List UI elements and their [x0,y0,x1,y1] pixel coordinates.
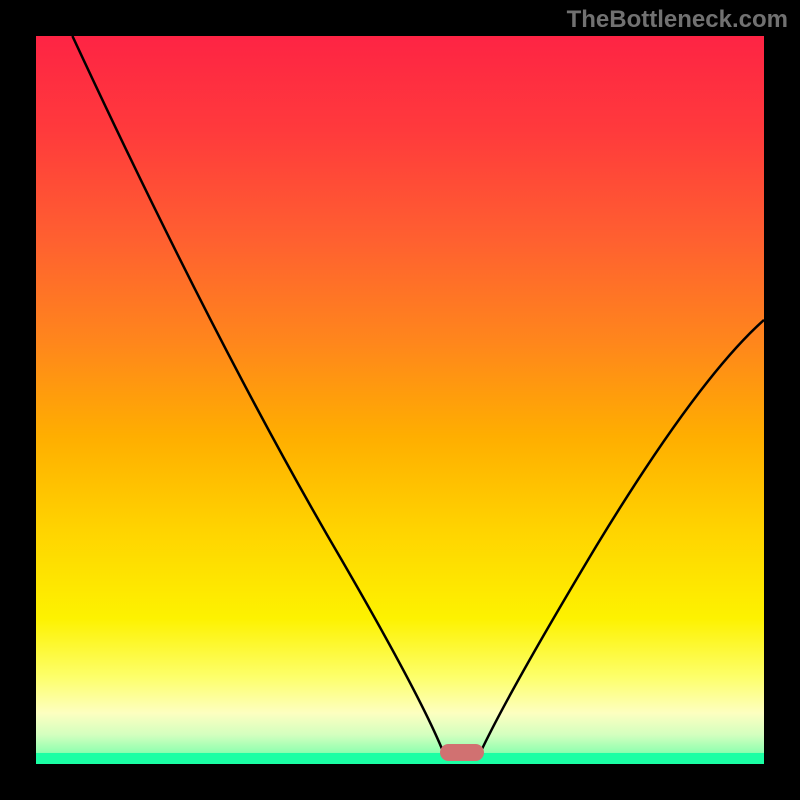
bottleneck-curve [36,36,764,764]
curve-path [72,36,764,753]
optimal-marker [440,744,484,761]
plot-area [36,36,764,764]
chart-stage: TheBottleneck.com [0,0,800,800]
watermark-text: TheBottleneck.com [567,6,788,34]
